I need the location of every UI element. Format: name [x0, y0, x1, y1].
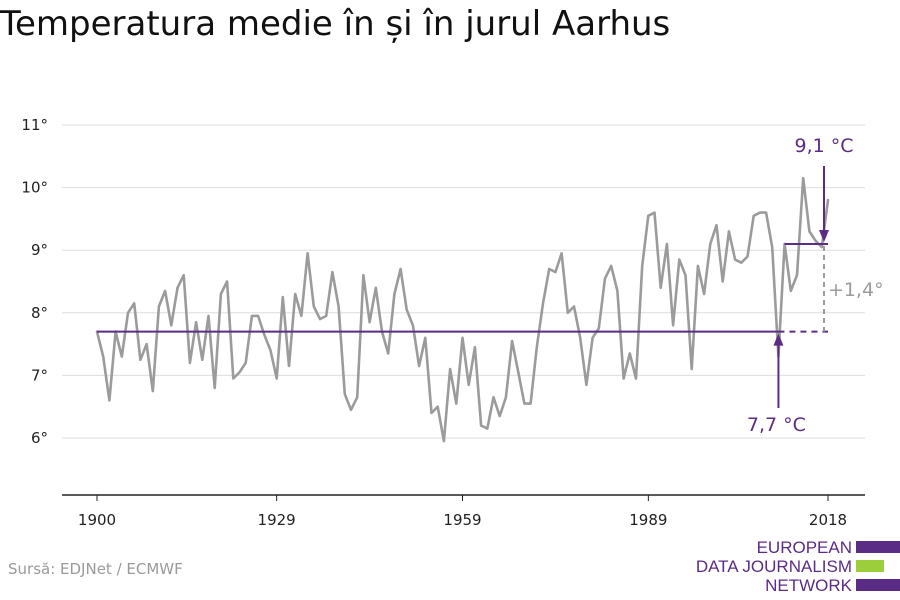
logo-bar-bottom	[856, 579, 900, 591]
y-axis-labels: 6° 7° 8° 9° 10° 11°	[21, 116, 48, 447]
y-tick-label: 9°	[31, 241, 48, 259]
delta-label: +1,4°	[828, 279, 884, 301]
y-tick-label: 8°	[31, 304, 48, 322]
y-tick-label: 7°	[31, 366, 48, 384]
annotation-7-7: 7,7 °C	[747, 414, 806, 436]
annotation-9-1: 9,1 °C	[794, 135, 853, 157]
logo-line: EUROPEAN	[756, 538, 852, 557]
arrow-9-1-head	[819, 229, 829, 242]
y-tick-label: 11°	[21, 116, 48, 134]
chart-title: Temperatura medie în și în jurul Aarhus	[0, 4, 671, 44]
edjnet-logo[interactable]: EUROPEAN DATA JOURNALISM NETWORK	[696, 538, 900, 596]
y-tick-label: 10°	[21, 179, 48, 197]
logo-bar-top	[856, 541, 900, 553]
x-tick-label: 1959	[443, 511, 481, 529]
arrow-7-7-head	[773, 333, 784, 346]
annotations: +1,4° 9,1 °C 7,7 °C	[747, 135, 884, 436]
x-axis: 1900 1929 1959 1989 2018	[62, 494, 865, 529]
x-tick-label: 2018	[809, 511, 847, 529]
x-tick-label: 1929	[258, 511, 296, 529]
y-tick-label: 6°	[31, 429, 48, 447]
x-tick-label: 1989	[629, 511, 667, 529]
reference-lines	[97, 242, 828, 333]
x-tick-label: 1900	[78, 511, 116, 529]
logo-bar-middle	[856, 560, 884, 572]
series-group	[95, 176, 830, 443]
logo-line: DATA JOURNALISM	[695, 557, 852, 576]
grid-lines	[62, 124, 865, 439]
logo-text: EUROPEAN DATA JOURNALISM NETWORK	[696, 538, 852, 595]
source-note: Sursă: EDJNet / ECMWF	[8, 560, 183, 578]
temperature-series-line	[95, 176, 830, 443]
logo-line: NETWORK	[765, 576, 852, 595]
